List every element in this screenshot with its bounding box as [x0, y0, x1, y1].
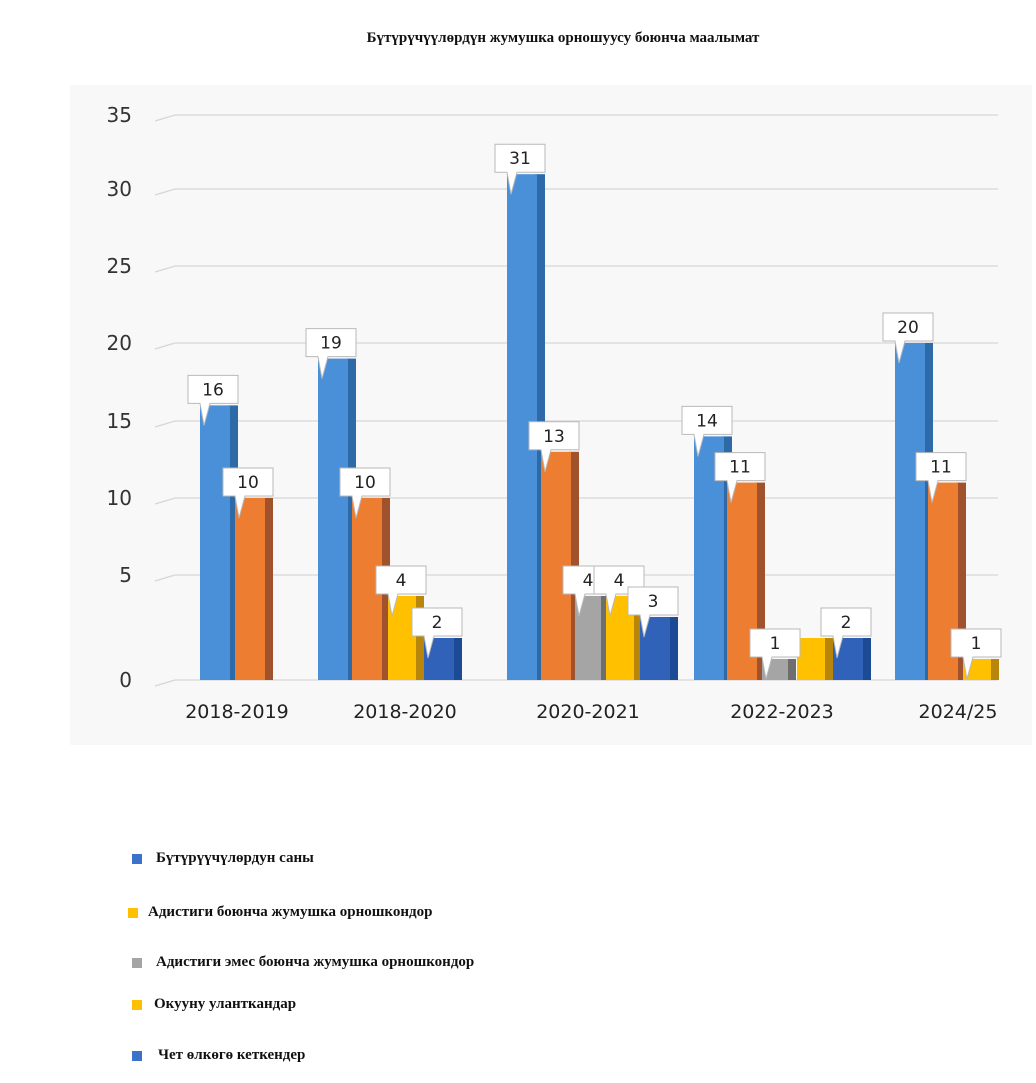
y-tick-label: 15 — [107, 409, 132, 433]
gridline-perspective — [154, 265, 176, 273]
x-tick-label: 2020-2021 — [536, 701, 640, 723]
bar-side — [346, 358, 356, 680]
legend-item: Адистиги эмес боюнча жумушка орношкондор — [132, 954, 474, 971]
data-label: 4 — [614, 571, 625, 591]
legend-swatch-icon — [132, 1050, 142, 1061]
bars — [200, 174, 999, 680]
bar-side — [861, 638, 871, 680]
data-label: 16 — [202, 380, 224, 400]
legend-label: Бүтүрүүчүлөрдун саны — [156, 850, 314, 866]
x-tick-label: 2018-2019 — [185, 701, 289, 723]
data-label-callout — [494, 143, 546, 195]
legend-swatch-icon — [132, 999, 142, 1010]
data-label-callout — [950, 628, 1002, 680]
data-label-callout — [187, 374, 239, 426]
bar-side — [989, 659, 999, 680]
data-label-callout — [627, 586, 679, 638]
bar-side — [823, 638, 833, 680]
bar — [895, 343, 925, 680]
gridline-perspective — [154, 679, 176, 687]
gridline-perspective — [154, 114, 176, 122]
y-tick-label: 10 — [107, 486, 132, 510]
gridline-perspective — [154, 497, 176, 505]
bar-side — [668, 617, 678, 680]
data-label: 19 — [320, 334, 342, 354]
data-label-callout — [375, 565, 427, 617]
bar-side — [414, 596, 424, 680]
bar — [797, 638, 825, 680]
y-tick-label: 20 — [107, 331, 132, 355]
y-tick-label: 25 — [107, 254, 132, 278]
data-label: 1 — [770, 634, 781, 654]
legend-swatch-icon — [132, 957, 142, 968]
data-label-callout — [593, 565, 645, 617]
legend-label: Адистиги боюнча жумушка орношкондор — [148, 904, 433, 920]
data-label: 3 — [648, 592, 659, 612]
data-label-callout — [411, 607, 463, 659]
bar — [235, 498, 265, 680]
y-tick-label: 30 — [107, 177, 132, 201]
data-label-callout — [820, 607, 872, 659]
legend-swatch-icon — [128, 907, 138, 918]
data-label-callout — [749, 628, 801, 680]
gridline-perspective — [154, 342, 176, 350]
data-label-callout — [714, 452, 766, 503]
bar-side — [228, 405, 238, 680]
legend-item: Адистиги боюнча жумушка орношкондор — [128, 904, 432, 921]
data-label: 2 — [841, 613, 852, 633]
data-label: 14 — [696, 411, 718, 431]
x-axis-ticks: 2018-2019 2018-2020 2020-2021 2022-2023 2024… — [185, 701, 997, 723]
data-label: 2 — [432, 613, 443, 633]
x-tick-label: 2018-2020 — [353, 701, 457, 723]
legend-label: Окууну уланткандар — [154, 996, 297, 1012]
y-axis-ticks: 0 5 10 15 20 25 30 35 — [107, 103, 132, 692]
data-label: 4 — [396, 571, 407, 591]
bar-side — [599, 596, 609, 680]
legend-item: Бүтүрүүчүлөрдун саны — [132, 850, 314, 867]
x-tick-label: 2022-2023 — [730, 701, 834, 723]
legend-label: Адистиги эмес боюнча жумушка орношкондор — [156, 954, 475, 970]
bar-side — [632, 596, 642, 680]
chart-title: Бүтүрүчүүлөрдүн жумушка орношуусу боюнча… — [366, 30, 760, 46]
data-label: 10 — [354, 473, 376, 493]
data-label-callout — [915, 452, 967, 503]
data-label: 13 — [543, 427, 565, 447]
bar — [318, 358, 348, 680]
bar-side — [956, 482, 966, 680]
data-label-callout — [528, 421, 580, 472]
gridline-perspective — [154, 188, 176, 196]
legend-label: Чет өлкөгө кеткендер — [158, 1047, 306, 1063]
data-label: 1 — [971, 634, 982, 654]
data-label-callout — [882, 312, 934, 364]
legend-swatch-icon — [132, 853, 142, 864]
legend-item: Чет өлкөгө кеткендер — [132, 1047, 305, 1064]
gridline-perspective — [154, 420, 176, 428]
bar — [200, 405, 230, 680]
legend-item: Окууну уланткандар — [132, 996, 296, 1013]
data-label-callout — [305, 328, 357, 379]
data-label: 4 — [583, 571, 594, 591]
x-tick-label: 2024/25 — [919, 701, 998, 723]
data-label: 20 — [897, 318, 919, 338]
data-label: 10 — [237, 473, 259, 493]
y-tick-label: 35 — [107, 103, 132, 127]
bar-side — [786, 659, 796, 680]
data-label-callout — [222, 467, 274, 519]
gridline-perspective — [154, 574, 176, 582]
data-label-callout — [339, 467, 391, 519]
data-label-callout — [681, 405, 733, 457]
data-label: 31 — [509, 149, 531, 169]
bar-side — [755, 482, 765, 680]
bar-side — [452, 638, 462, 680]
y-tick-label: 5 — [119, 563, 132, 587]
data-label: 11 — [729, 458, 751, 478]
bar-side — [263, 498, 273, 680]
y-tick-label: 0 — [119, 668, 132, 692]
data-label: 11 — [930, 458, 952, 478]
